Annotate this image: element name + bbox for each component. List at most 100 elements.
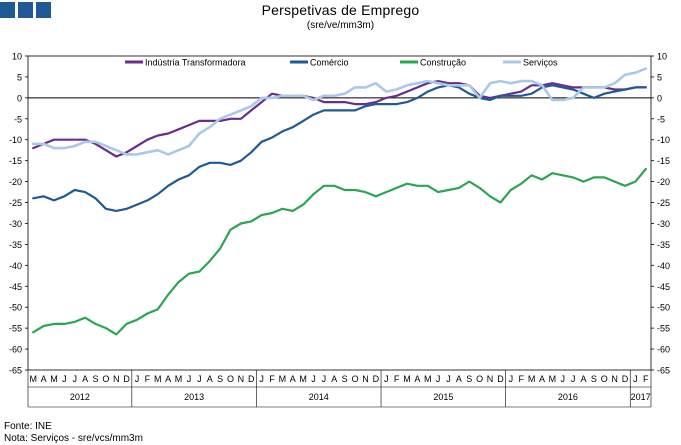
- x-month-label: J: [446, 374, 451, 384]
- x-month-label: J: [259, 374, 264, 384]
- plot-frame: [27, 55, 652, 371]
- y-tick-label-right: -5: [657, 114, 665, 124]
- x-month-label: F: [394, 374, 400, 384]
- x-month-label: J: [322, 374, 327, 384]
- x-month-label: A: [165, 374, 171, 384]
- legend-label: Comércio: [310, 58, 349, 68]
- legend-label: Serviços: [523, 58, 558, 68]
- logo-block-1: [0, 2, 15, 18]
- y-tick-label-left: -65: [9, 366, 22, 376]
- x-year-label: 2016: [558, 392, 578, 402]
- x-month-label: M: [528, 374, 536, 384]
- x-month-label: M: [299, 374, 307, 384]
- chart-subtitle: (sre/ve/mm3m): [306, 20, 375, 31]
- x-month-label: J: [187, 374, 192, 384]
- x-month-label: M: [50, 374, 58, 384]
- x-year-label: 2015: [433, 392, 453, 402]
- x-month-label: O: [227, 374, 234, 384]
- y-tick-label-left: -45: [9, 282, 22, 292]
- y-tick-label-left: -40: [9, 261, 22, 271]
- x-month-label: A: [581, 374, 587, 384]
- footer-notes: Fonte: INE Nota: Serviços - sre/vcs/mm3m: [4, 421, 143, 445]
- y-tick-label-left: 10: [12, 52, 22, 62]
- y-tick-label-left: -25: [9, 198, 22, 208]
- source-note: Fonte: INE: [4, 421, 52, 432]
- x-month-label: N: [362, 374, 369, 384]
- x-month-label: J: [509, 374, 514, 384]
- x-month-label: A: [82, 374, 88, 384]
- legend-label: Indústria Transformadora: [145, 58, 246, 68]
- x-month-label: J: [384, 374, 389, 384]
- x-month-label: J: [311, 374, 316, 384]
- x-month-label: M: [29, 374, 37, 384]
- x-month-label: J: [560, 374, 565, 384]
- x-month-label: A: [331, 374, 337, 384]
- y-tick-label-right: -40: [657, 261, 670, 271]
- x-month-label: D: [497, 374, 504, 384]
- y-tick-label-right: 0: [657, 93, 662, 103]
- series-line-com-rcio: [32, 84, 647, 212]
- x-month-label: J: [436, 374, 441, 384]
- x-month-label: A: [456, 374, 462, 384]
- y-tick-label-left: -30: [9, 219, 22, 229]
- y-tick-label-left: 5: [17, 72, 22, 82]
- chart-title: Perspetivas de Emprego: [261, 2, 420, 18]
- y-tick-label-right: -60: [657, 345, 670, 355]
- x-month-label: A: [414, 374, 420, 384]
- x-month-label: J: [197, 374, 202, 384]
- y-tick-label-right: -65: [657, 366, 670, 376]
- x-month-label: S: [591, 374, 597, 384]
- x-month-label: J: [633, 374, 638, 384]
- x-month-label: D: [123, 374, 130, 384]
- x-month-label: F: [269, 374, 275, 384]
- legend-label: Construção: [420, 58, 466, 68]
- y-tick-label-right: -30: [657, 219, 670, 229]
- x-month-label: F: [643, 374, 649, 384]
- x-month-label: J: [62, 374, 67, 384]
- x-month-label: M: [154, 374, 162, 384]
- x-month-label: O: [352, 374, 359, 384]
- y-tick-label-right: -55: [657, 324, 670, 334]
- x-month-label: M: [279, 374, 287, 384]
- services-note: Nota: Serviços - sre/vcs/mm3m: [4, 433, 143, 444]
- y-tick-label-right: -20: [657, 177, 670, 187]
- x-month-label: J: [72, 374, 77, 384]
- x-month-label: J: [135, 374, 140, 384]
- axis-layer: 10 10 5 5 0 0 -5 -5 -10 -10 -15 -15 -20 -20 -25 -25 -30 -…: [9, 52, 670, 408]
- y-tick-label-left: -10: [9, 135, 22, 145]
- x-month-label: S: [217, 374, 223, 384]
- x-year-label: 2012: [70, 392, 90, 402]
- x-month-label: D: [248, 374, 255, 384]
- grid-layer: [27, 55, 652, 371]
- y-tick-label-right: -35: [657, 240, 670, 250]
- y-tick-label-right: -45: [657, 282, 670, 292]
- x-year-label: 2013: [184, 392, 204, 402]
- x-month-label: S: [92, 374, 98, 384]
- y-tick-label-left: -5: [14, 114, 22, 124]
- y-tick-label-left: -55: [9, 324, 22, 334]
- y-tick-label-right: -25: [657, 198, 670, 208]
- x-month-label: S: [466, 374, 472, 384]
- x-month-label: O: [102, 374, 109, 384]
- series-line-constru-o: [32, 167, 647, 336]
- x-month-label: S: [342, 374, 348, 384]
- x-month-label: N: [487, 374, 494, 384]
- x-month-label: F: [518, 374, 524, 384]
- y-tick-label-left: 0: [17, 93, 22, 103]
- x-year-label: 2017: [631, 392, 651, 402]
- y-tick-label-left: -60: [9, 345, 22, 355]
- series-line-servi-os: [31, 67, 648, 156]
- x-month-label: M: [403, 374, 411, 384]
- y-tick-label-right: 10: [657, 52, 667, 62]
- x-month-label: A: [290, 374, 296, 384]
- y-tick-label-left: -50: [9, 303, 22, 313]
- series-line-ind-stria-transformadora: [32, 79, 647, 158]
- logo-block-3: [36, 2, 51, 18]
- y-tick-label-right: 5: [657, 72, 662, 82]
- x-month-label: M: [175, 374, 183, 384]
- y-tick-label-left: -20: [9, 177, 22, 187]
- x-month-label: N: [113, 374, 120, 384]
- y-tick-label-left: -35: [9, 240, 22, 250]
- y-tick-label-right: -10: [657, 135, 670, 145]
